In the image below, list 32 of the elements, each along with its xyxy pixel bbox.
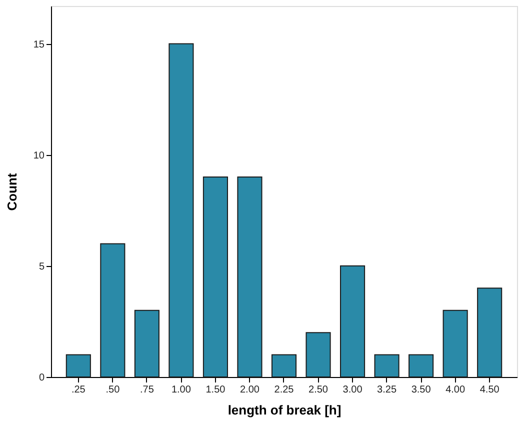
- bar: [408, 354, 434, 378]
- bar: [237, 176, 262, 378]
- y-tick-label: 0: [38, 372, 45, 384]
- bar: [66, 354, 91, 378]
- bar: [442, 310, 468, 378]
- x-tick-label: 2.50: [308, 384, 328, 396]
- bar: [168, 43, 194, 378]
- x-tick-label: 4.50: [480, 384, 500, 396]
- x-tick-label: 4.00: [446, 384, 466, 396]
- y-axis-title: Count: [4, 172, 20, 211]
- bar: [477, 288, 502, 378]
- x-tick-label: .25: [71, 384, 86, 396]
- x-tick-label: 1.50: [206, 384, 226, 396]
- x-tick-label: 3.50: [411, 384, 432, 396]
- x-tick-label: 2.00: [240, 384, 260, 396]
- x-axis-title: length of break [h]: [228, 402, 342, 418]
- bar: [306, 332, 331, 378]
- y-tick-label: 15: [33, 39, 45, 50]
- bar: [134, 310, 160, 378]
- x-tick-label: 3.00: [342, 384, 363, 396]
- bar: [271, 354, 297, 378]
- x-tick-label: .50: [106, 384, 120, 396]
- x-tick-label: 2.25: [274, 384, 294, 396]
- bar: [374, 354, 400, 378]
- y-tick-label: 10: [33, 150, 45, 162]
- bar: [100, 243, 126, 378]
- bar: [202, 176, 228, 378]
- y-tick-label: 5: [38, 261, 45, 272]
- x-tick-label: .75: [140, 384, 154, 396]
- x-tick-label: 1.00: [171, 384, 192, 396]
- x-tick-label: 3.25: [377, 384, 397, 396]
- bar: [340, 265, 366, 378]
